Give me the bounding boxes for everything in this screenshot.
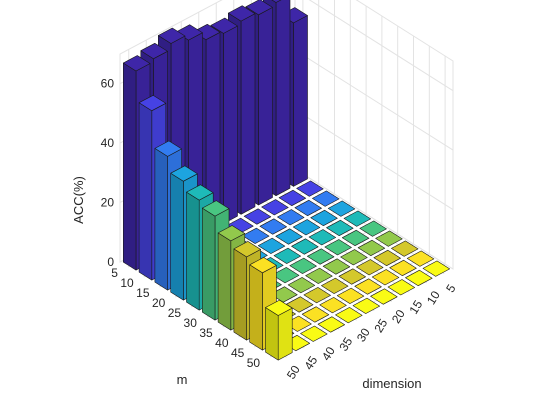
bar [275, 228, 303, 245]
bar [340, 249, 368, 266]
bar [389, 259, 417, 277]
bar [291, 238, 319, 255]
z-tick-label: 20 [101, 196, 115, 210]
z-tick-label: 40 [101, 136, 115, 150]
bar [278, 189, 307, 206]
bar [326, 219, 354, 236]
bar [303, 287, 331, 304]
bar [356, 259, 384, 276]
bar [391, 240, 419, 257]
bar [265, 299, 293, 361]
bar [243, 208, 272, 225]
bar [300, 325, 328, 342]
m-tick-label: 10 [120, 276, 134, 290]
bar [310, 209, 338, 226]
dimension-tick-label: 30 [354, 325, 373, 344]
x-axis-label: dimension [362, 376, 421, 391]
bar [296, 180, 324, 197]
bar [336, 287, 365, 304]
dimension-tick-label: 50 [284, 363, 303, 382]
dimension-tick-label: 40 [319, 344, 338, 363]
dimension-tick-label: 10 [424, 288, 443, 307]
m-tick-label: 30 [184, 316, 198, 330]
bar [406, 250, 435, 267]
bar [352, 297, 381, 314]
bar [259, 218, 287, 235]
bar [422, 260, 451, 277]
bar [324, 239, 352, 256]
dimension-tick-label: 35 [336, 335, 355, 354]
m-tick-label: 35 [199, 326, 213, 340]
z-tick-label: 0 [107, 255, 114, 269]
z-tick-label: 60 [101, 77, 115, 91]
m-tick-label: 20 [152, 296, 166, 310]
m-tick-label: 40 [215, 336, 229, 350]
bar [322, 258, 351, 275]
bar [405, 269, 433, 287]
m-tick-label: 50 [247, 356, 261, 370]
dimension-tick-label: 15 [406, 298, 425, 317]
bar [338, 268, 366, 285]
bar [292, 219, 321, 236]
bar [312, 190, 340, 207]
bar [327, 200, 356, 217]
bar [242, 227, 270, 244]
y-axis-label: m [177, 372, 188, 387]
bar [375, 230, 403, 247]
bar [387, 279, 416, 296]
bar [306, 248, 335, 265]
bar [289, 257, 317, 274]
bar [277, 209, 305, 226]
bar [317, 316, 346, 333]
z-axis-label: ACC(%) [71, 176, 86, 224]
bar [359, 220, 387, 237]
dimension-tick-label: 45 [301, 353, 320, 372]
bar [321, 277, 349, 294]
bar [308, 229, 337, 246]
bar [319, 297, 347, 314]
bar [341, 229, 370, 246]
bar [305, 267, 333, 284]
bar [373, 249, 401, 267]
bar [294, 199, 322, 216]
bar [257, 237, 286, 254]
bar [371, 269, 400, 286]
bar [273, 247, 302, 264]
bar [261, 199, 289, 216]
bar [301, 306, 330, 323]
dimension-tick-label: 5 [443, 282, 459, 295]
dimension-tick-label: 25 [371, 316, 390, 335]
dimension-tick-label: 20 [389, 307, 408, 326]
bar [370, 288, 398, 305]
bar [357, 239, 386, 256]
m-tick-label: 15 [136, 286, 150, 300]
bar [335, 307, 363, 324]
bar [354, 278, 382, 295]
bar [287, 277, 316, 294]
bar [343, 210, 372, 227]
bars [123, 0, 308, 361]
m-tick-label: 45 [231, 346, 245, 360]
m-tick-label: 25 [168, 306, 182, 320]
m-tick-label: 5 [111, 266, 118, 280]
